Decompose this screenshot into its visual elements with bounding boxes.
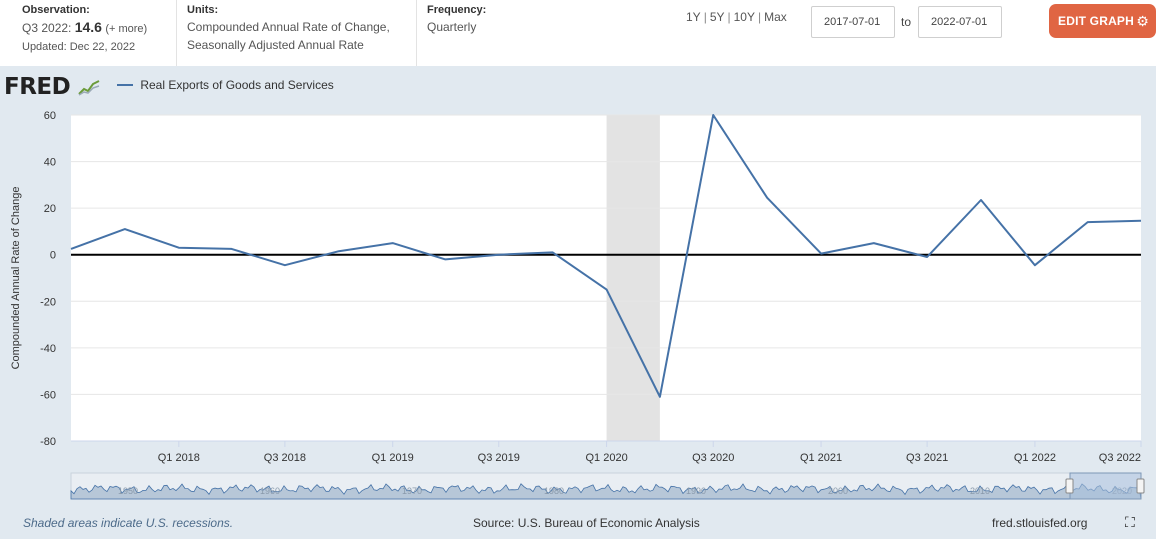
observation-value-line: Q3 2022: 14.6 (+ more) (22, 18, 172, 38)
series-line (70, 114, 1142, 398)
navigator-label: 1970 (402, 486, 422, 496)
data-point (69, 247, 73, 251)
y-tick-label: 20 (44, 203, 56, 215)
recession-shading (606, 115, 660, 441)
frequency-panel: Frequency: Quarterly (416, 0, 527, 66)
navigator-label: 2010 (970, 486, 990, 496)
fred-logo[interactable]: FRED (4, 74, 100, 100)
site-link[interactable]: fred.stlouisfed.org (992, 516, 1088, 530)
data-point (711, 113, 715, 117)
data-point (337, 249, 341, 253)
y-tick-label: 60 (44, 110, 56, 122)
data-point (1033, 263, 1037, 267)
range-separator: | (757, 10, 762, 24)
navigator-label: 2000 (828, 486, 848, 496)
y-tick-label: 0 (50, 250, 56, 262)
navigator-label: 1950 (118, 486, 138, 496)
range-separator: | (727, 10, 731, 24)
recession-note: Shaded areas indicate U.S. recessions. (23, 516, 234, 530)
x-tick-label: Q1 2022 (1014, 452, 1056, 464)
top-info-bar: Observation: Q3 2022: 14.6 (+ more) Upda… (0, 0, 1156, 66)
end-date-input[interactable]: 2022-07-01 (918, 6, 1002, 38)
y-axis-label: Compounded Annual Rate of Change (10, 187, 22, 370)
data-point (979, 198, 983, 202)
chart-trend-icon (77, 78, 100, 96)
legend-series-name: Real Exports of Goods and Services (140, 78, 334, 92)
units-panel: Units: Compounded Annual Rate of Change,… (176, 0, 427, 66)
data-point (1086, 220, 1090, 224)
y-axis-ticks: 60 40 20 0 -20 -40 -60 -80 (40, 110, 56, 448)
edit-graph-button[interactable]: EDIT GRAPH ⚙ (1049, 4, 1156, 38)
navigator-label: 1960 (260, 486, 280, 496)
data-point (765, 196, 769, 200)
recession-band (606, 115, 660, 441)
observation-panel: Observation: Q3 2022: 14.6 (+ more) Upda… (22, 0, 172, 66)
y-tick-label: -80 (40, 436, 56, 448)
range-max-button[interactable]: Max (764, 10, 787, 24)
range-selector: 1Y | 5Y | 10Y | Max (686, 10, 787, 24)
data-point (283, 263, 287, 267)
y-tick-label: -20 (40, 296, 56, 308)
x-tick-label: Q3 2020 (692, 452, 734, 464)
range-5y-button[interactable]: 5Y (709, 10, 725, 24)
chart-legend[interactable]: Real Exports of Goods and Services (117, 78, 334, 92)
navigator-left-handle[interactable] (1065, 478, 1074, 494)
updated-date: Updated: Dec 22, 2022 (22, 41, 136, 53)
frequency-label: Frequency: (427, 4, 487, 16)
units-line-1: Compounded Annual Rate of Change, (187, 20, 390, 34)
observation-more-link[interactable]: (+ more) (105, 23, 148, 35)
range-separator: | (703, 10, 707, 24)
start-date-input[interactable]: 2017-07-01 (811, 6, 895, 38)
fred-logo-text: FRED (4, 74, 71, 100)
navigator-label: 1990 (686, 486, 706, 496)
x-tick-label: Q1 2021 (800, 452, 842, 464)
data-point (177, 246, 181, 250)
navigator-selection[interactable] (1069, 472, 1142, 500)
data-point (230, 247, 234, 251)
gear-icon: ⚙ (1136, 13, 1149, 29)
plot-area (71, 115, 1141, 441)
data-point (872, 241, 876, 245)
x-tick-label: Q1 2020 (585, 452, 627, 464)
data-point (443, 257, 447, 261)
fullscreen-icon[interactable]: ⛶ (1125, 514, 1135, 530)
legend-swatch (117, 83, 133, 86)
data-point (658, 395, 662, 399)
source-note: Source: U.S. Bureau of Economic Analysis (473, 516, 700, 530)
frequency-value: Quarterly (427, 20, 477, 34)
data-point (819, 252, 823, 256)
edit-graph-label: EDIT GRAPH (1058, 14, 1135, 28)
navigator-series (70, 483, 1142, 500)
navigator-right-handle[interactable] (1136, 478, 1145, 494)
data-point (1139, 219, 1143, 223)
x-tick-label: Q3 2021 (906, 452, 948, 464)
observation-value: 14.6 (74, 19, 102, 35)
navigator-label: 1980 (544, 486, 564, 496)
range-1y-button[interactable]: 1Y (686, 10, 701, 24)
data-point (123, 227, 127, 231)
data-point (391, 241, 395, 245)
y-tick-label: 40 (44, 157, 56, 169)
y-tick-label: -40 (40, 343, 56, 355)
x-tick-label: Q3 2019 (478, 452, 520, 464)
data-point (925, 255, 929, 259)
x-tick-label: Q1 2018 (158, 452, 200, 464)
units-line-2: Seasonally Adjusted Annual Rate (187, 38, 364, 52)
units-label: Units: (187, 4, 219, 16)
navigator[interactable]: 19501960197019801990200020102020 (70, 472, 1145, 500)
range-10y-button[interactable]: 10Y (733, 10, 755, 24)
x-tick-label: Q3 2022 (1099, 452, 1141, 464)
observation-period: Q3 2022: (22, 21, 72, 35)
date-to-label: to (901, 15, 912, 29)
data-point (497, 253, 501, 257)
x-tick-label: Q3 2018 (264, 452, 306, 464)
series-layer (69, 113, 1143, 399)
observation-label: Observation: (22, 4, 90, 16)
x-axis-ticks: Q1 2018 Q3 2018 Q1 2019 Q3 2019 Q1 2020 Q3 20… (71, 440, 1142, 464)
data-point (551, 250, 555, 254)
x-tick-label: Q1 2019 (372, 452, 414, 464)
data-point (605, 288, 609, 292)
y-tick-label: -60 (40, 389, 56, 401)
